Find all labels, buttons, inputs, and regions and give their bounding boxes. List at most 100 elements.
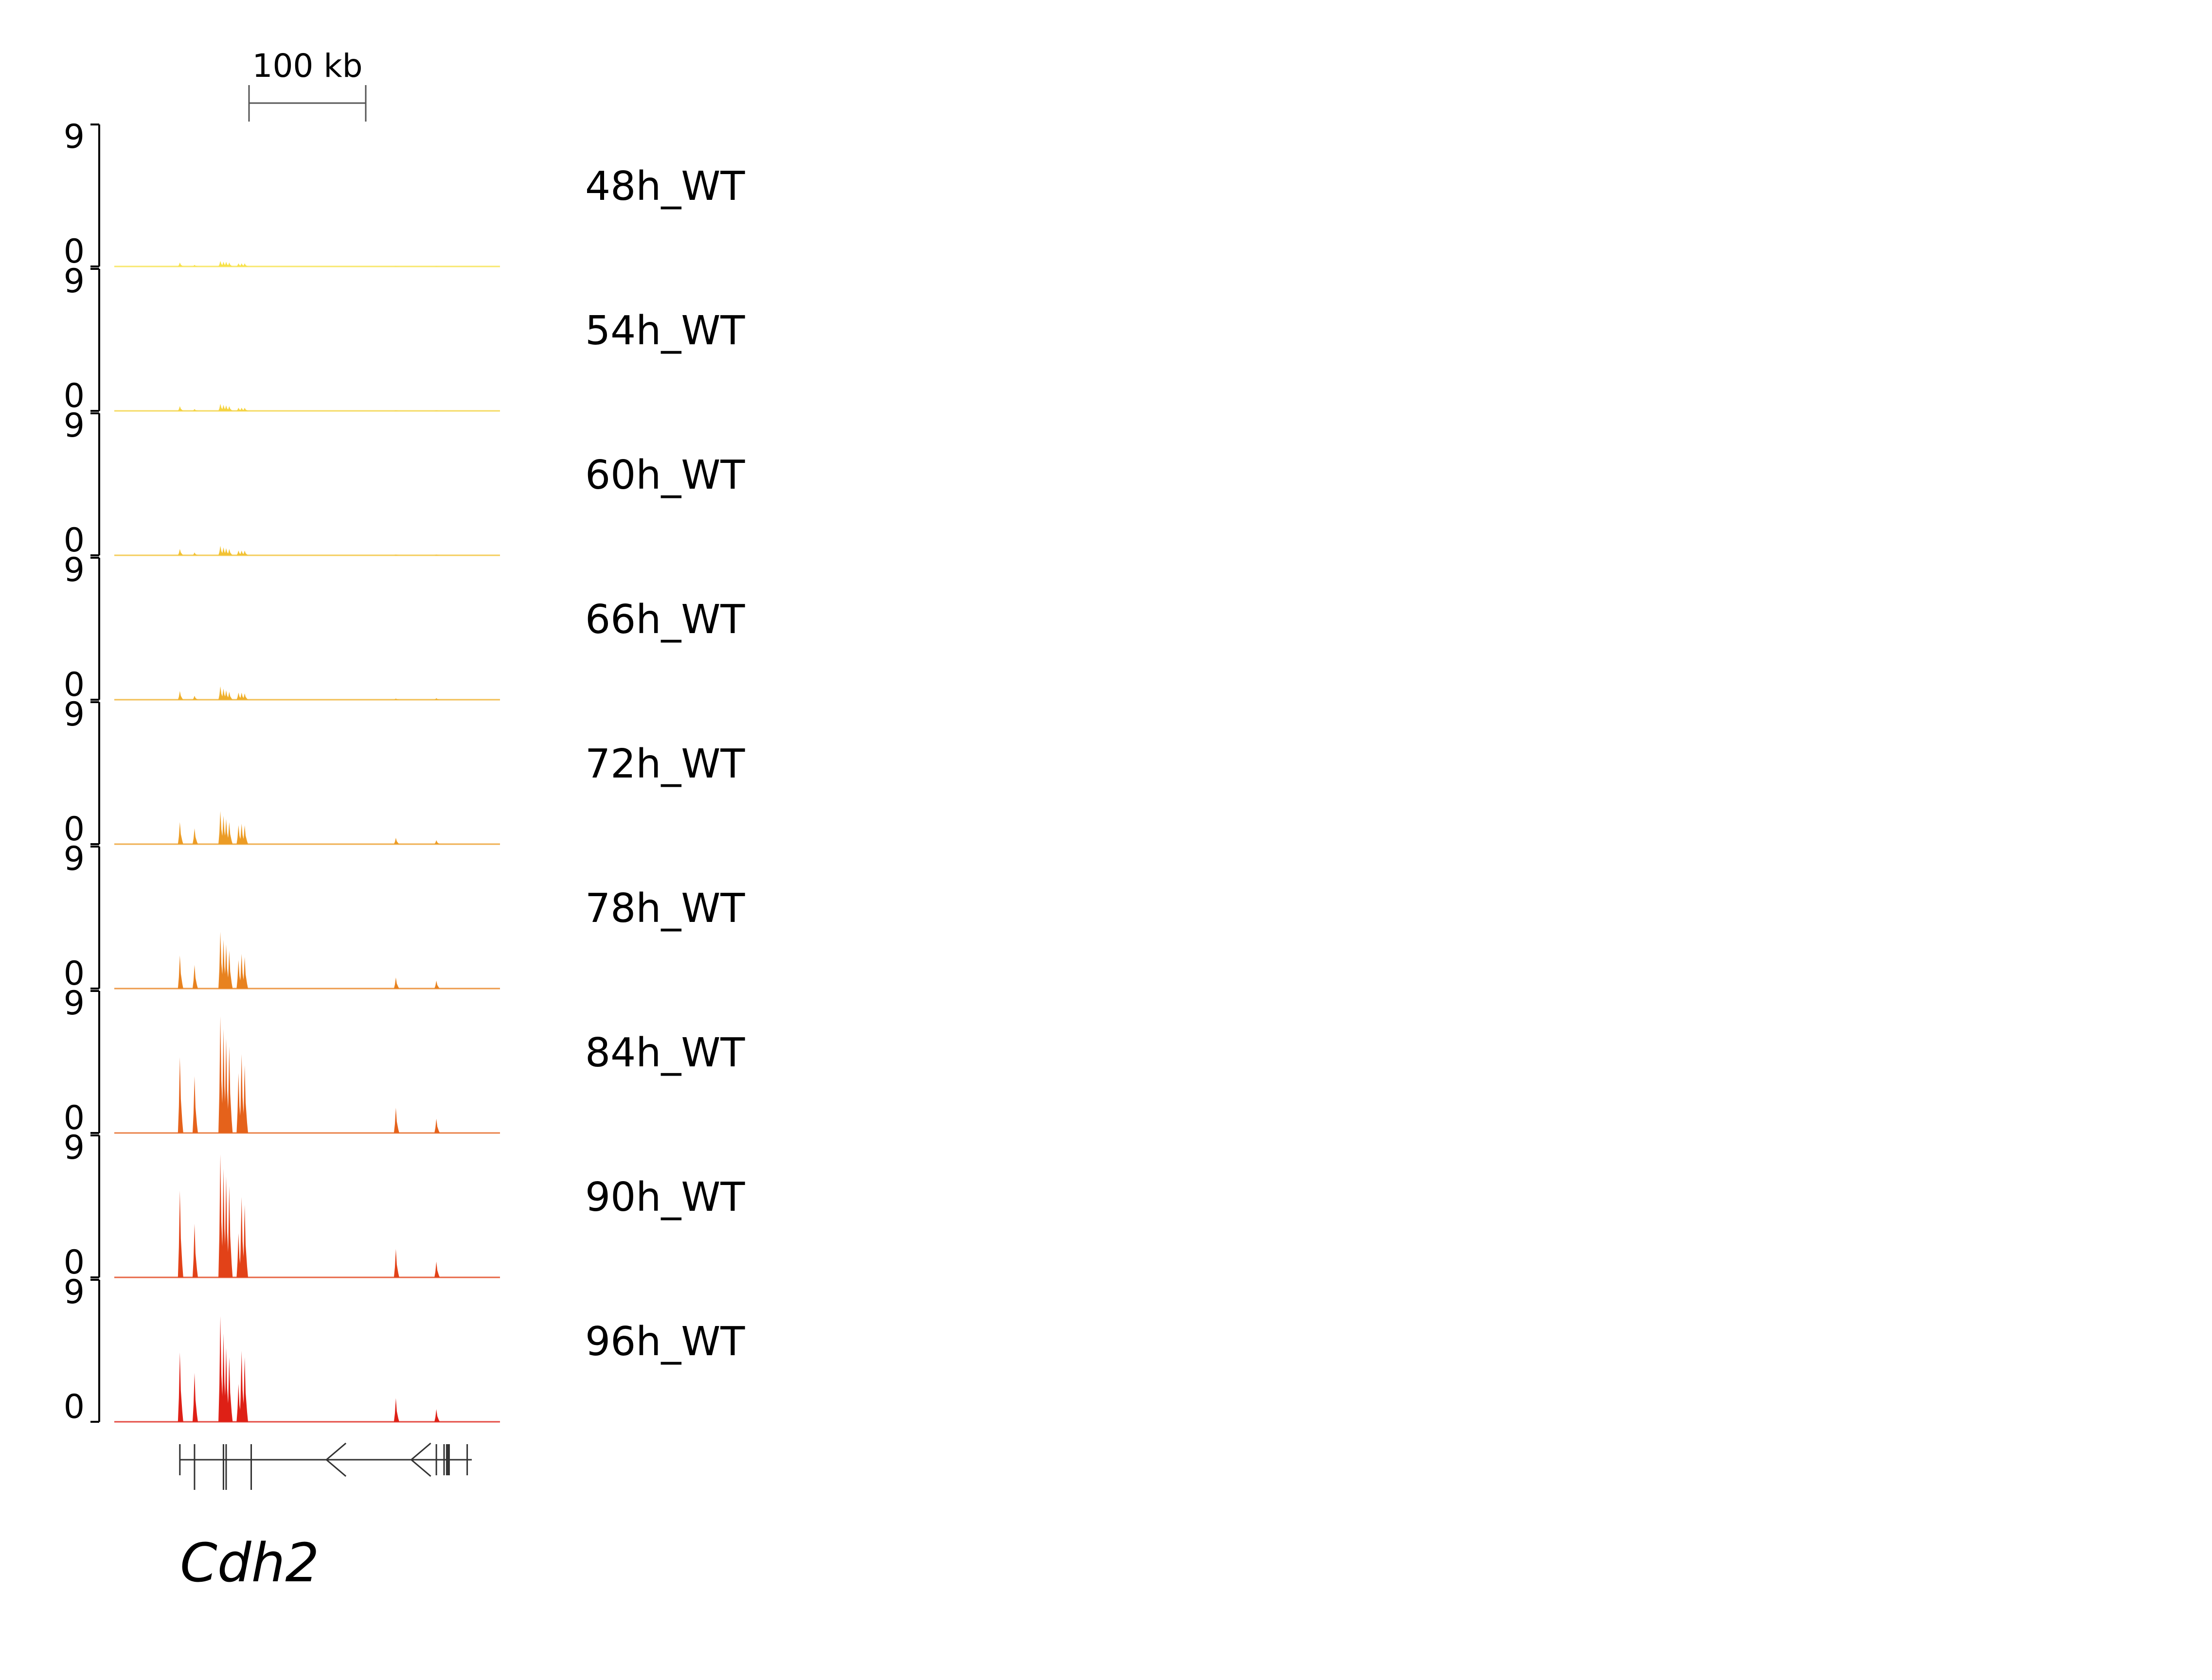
signal-peak	[221, 815, 227, 844]
signal-peak	[236, 825, 242, 844]
track-label: 90h_WT	[585, 1174, 745, 1220]
signal-peak	[178, 262, 183, 266]
track-label: 54h_WT	[585, 308, 745, 354]
signal-peak	[218, 1154, 224, 1277]
signal-peak	[243, 1357, 249, 1422]
signal-peak	[221, 1168, 227, 1277]
track-78h_WT: 9 0 78h_WT	[64, 840, 746, 993]
signal-peak	[178, 691, 183, 700]
track-60h_WT: 9 0 60h_WT	[64, 407, 746, 560]
signal-peak	[434, 554, 440, 555]
signal-peak	[243, 825, 249, 844]
y-tick-label-max: 9	[64, 262, 85, 301]
track-label: 96h_WT	[585, 1319, 745, 1365]
track-96h_WT: 9 0 96h_WT	[64, 1273, 746, 1426]
signal-peak	[192, 1223, 198, 1277]
signal-peak	[227, 262, 233, 266]
signal-peak	[221, 939, 227, 989]
signal-peak	[239, 550, 245, 555]
signal-peak	[239, 692, 245, 700]
signal-peak	[393, 554, 399, 555]
track-label: 60h_WT	[585, 452, 745, 498]
signal-peak	[243, 957, 249, 989]
signal-peak	[192, 695, 198, 700]
signal-peak	[227, 822, 233, 844]
signal-peak	[239, 1054, 245, 1133]
track-label: 48h_WT	[585, 163, 745, 210]
y-tick-label-min: 0	[64, 1099, 85, 1137]
signal-peak	[192, 552, 198, 555]
signal-peak	[393, 1249, 399, 1277]
track-label: 78h_WT	[585, 885, 745, 932]
signal-peak	[221, 547, 227, 555]
scale-bar: 100 kb	[248, 47, 367, 122]
y-tick-label-max: 9	[64, 1129, 85, 1167]
signal-peak	[434, 1409, 440, 1422]
signal-peak	[236, 1073, 242, 1133]
track-48h_WT: 9 0 48h_WT	[64, 118, 746, 271]
signal-peak	[236, 1233, 242, 1277]
signal-peak	[224, 690, 230, 700]
signal-peak	[393, 1398, 399, 1422]
track-label: 72h_WT	[585, 741, 745, 787]
signal-peak	[192, 265, 198, 266]
signal-peak	[192, 1076, 198, 1133]
signal-peak	[243, 550, 249, 555]
signal-peak	[218, 811, 224, 844]
y-tick-label-max: 9	[64, 551, 85, 589]
signal-peak	[236, 263, 242, 266]
signal-peak	[224, 819, 230, 844]
track-label: 66h_WT	[585, 597, 745, 643]
y-tick-label-max: 9	[64, 840, 85, 878]
y-tick-label-min: 0	[64, 377, 85, 415]
signal-peak	[221, 262, 227, 266]
signal-peak	[434, 698, 440, 700]
signal-peak	[239, 407, 245, 411]
signal-peak	[192, 965, 198, 989]
signal-peak	[178, 955, 183, 989]
signal-peak	[243, 263, 249, 266]
signal-peak	[227, 1046, 233, 1133]
signal-peak	[236, 1384, 242, 1422]
signal-peak	[178, 1190, 183, 1277]
track-66h_WT: 9 0 66h_WT	[64, 551, 746, 704]
signal-peak	[227, 1357, 233, 1422]
signal-peak	[434, 1261, 440, 1277]
signal-peak	[227, 951, 233, 989]
signal-peak	[178, 1352, 183, 1422]
signal-peak	[239, 1351, 245, 1422]
signal-peak	[239, 954, 245, 989]
y-tick-label-max: 9	[64, 984, 85, 1023]
gene-exons	[179, 1444, 468, 1490]
track-90h_WT: 9 0 90h_WT	[64, 1129, 746, 1282]
signal-peak	[224, 1038, 230, 1133]
track-72h_WT: 9 0 72h_WT	[64, 695, 746, 849]
signal-peak	[221, 689, 227, 700]
y-tick-label-min: 0	[64, 1388, 85, 1426]
signal-peak	[243, 1065, 249, 1133]
signal-peak	[192, 409, 198, 411]
signal-peak	[221, 1028, 227, 1133]
signal-peak	[393, 1108, 399, 1133]
track-84h_WT: 9 0 84h_WT	[64, 984, 746, 1137]
signal-peak	[178, 822, 183, 844]
scale-bar-label: 100 kb	[252, 47, 362, 85]
signal-peak	[434, 1118, 440, 1133]
signal-peak	[243, 407, 249, 411]
signal-peak	[393, 977, 399, 989]
y-tick-label-max: 9	[64, 1273, 85, 1311]
y-tick-label-max: 9	[64, 407, 85, 445]
signal-peak	[218, 404, 224, 411]
signal-peak	[236, 960, 242, 989]
signal-peak	[224, 262, 230, 266]
y-tick-label-min: 0	[64, 1243, 85, 1282]
strand-arrow	[325, 1442, 347, 1477]
y-tick-label-min: 0	[64, 232, 85, 271]
signal-peak	[227, 406, 233, 411]
signal-peak	[236, 550, 242, 555]
signal-peak	[224, 548, 230, 555]
y-tick-label-min: 0	[64, 521, 85, 560]
y-tick-label-max: 9	[64, 118, 85, 156]
signal-peak	[218, 932, 224, 989]
